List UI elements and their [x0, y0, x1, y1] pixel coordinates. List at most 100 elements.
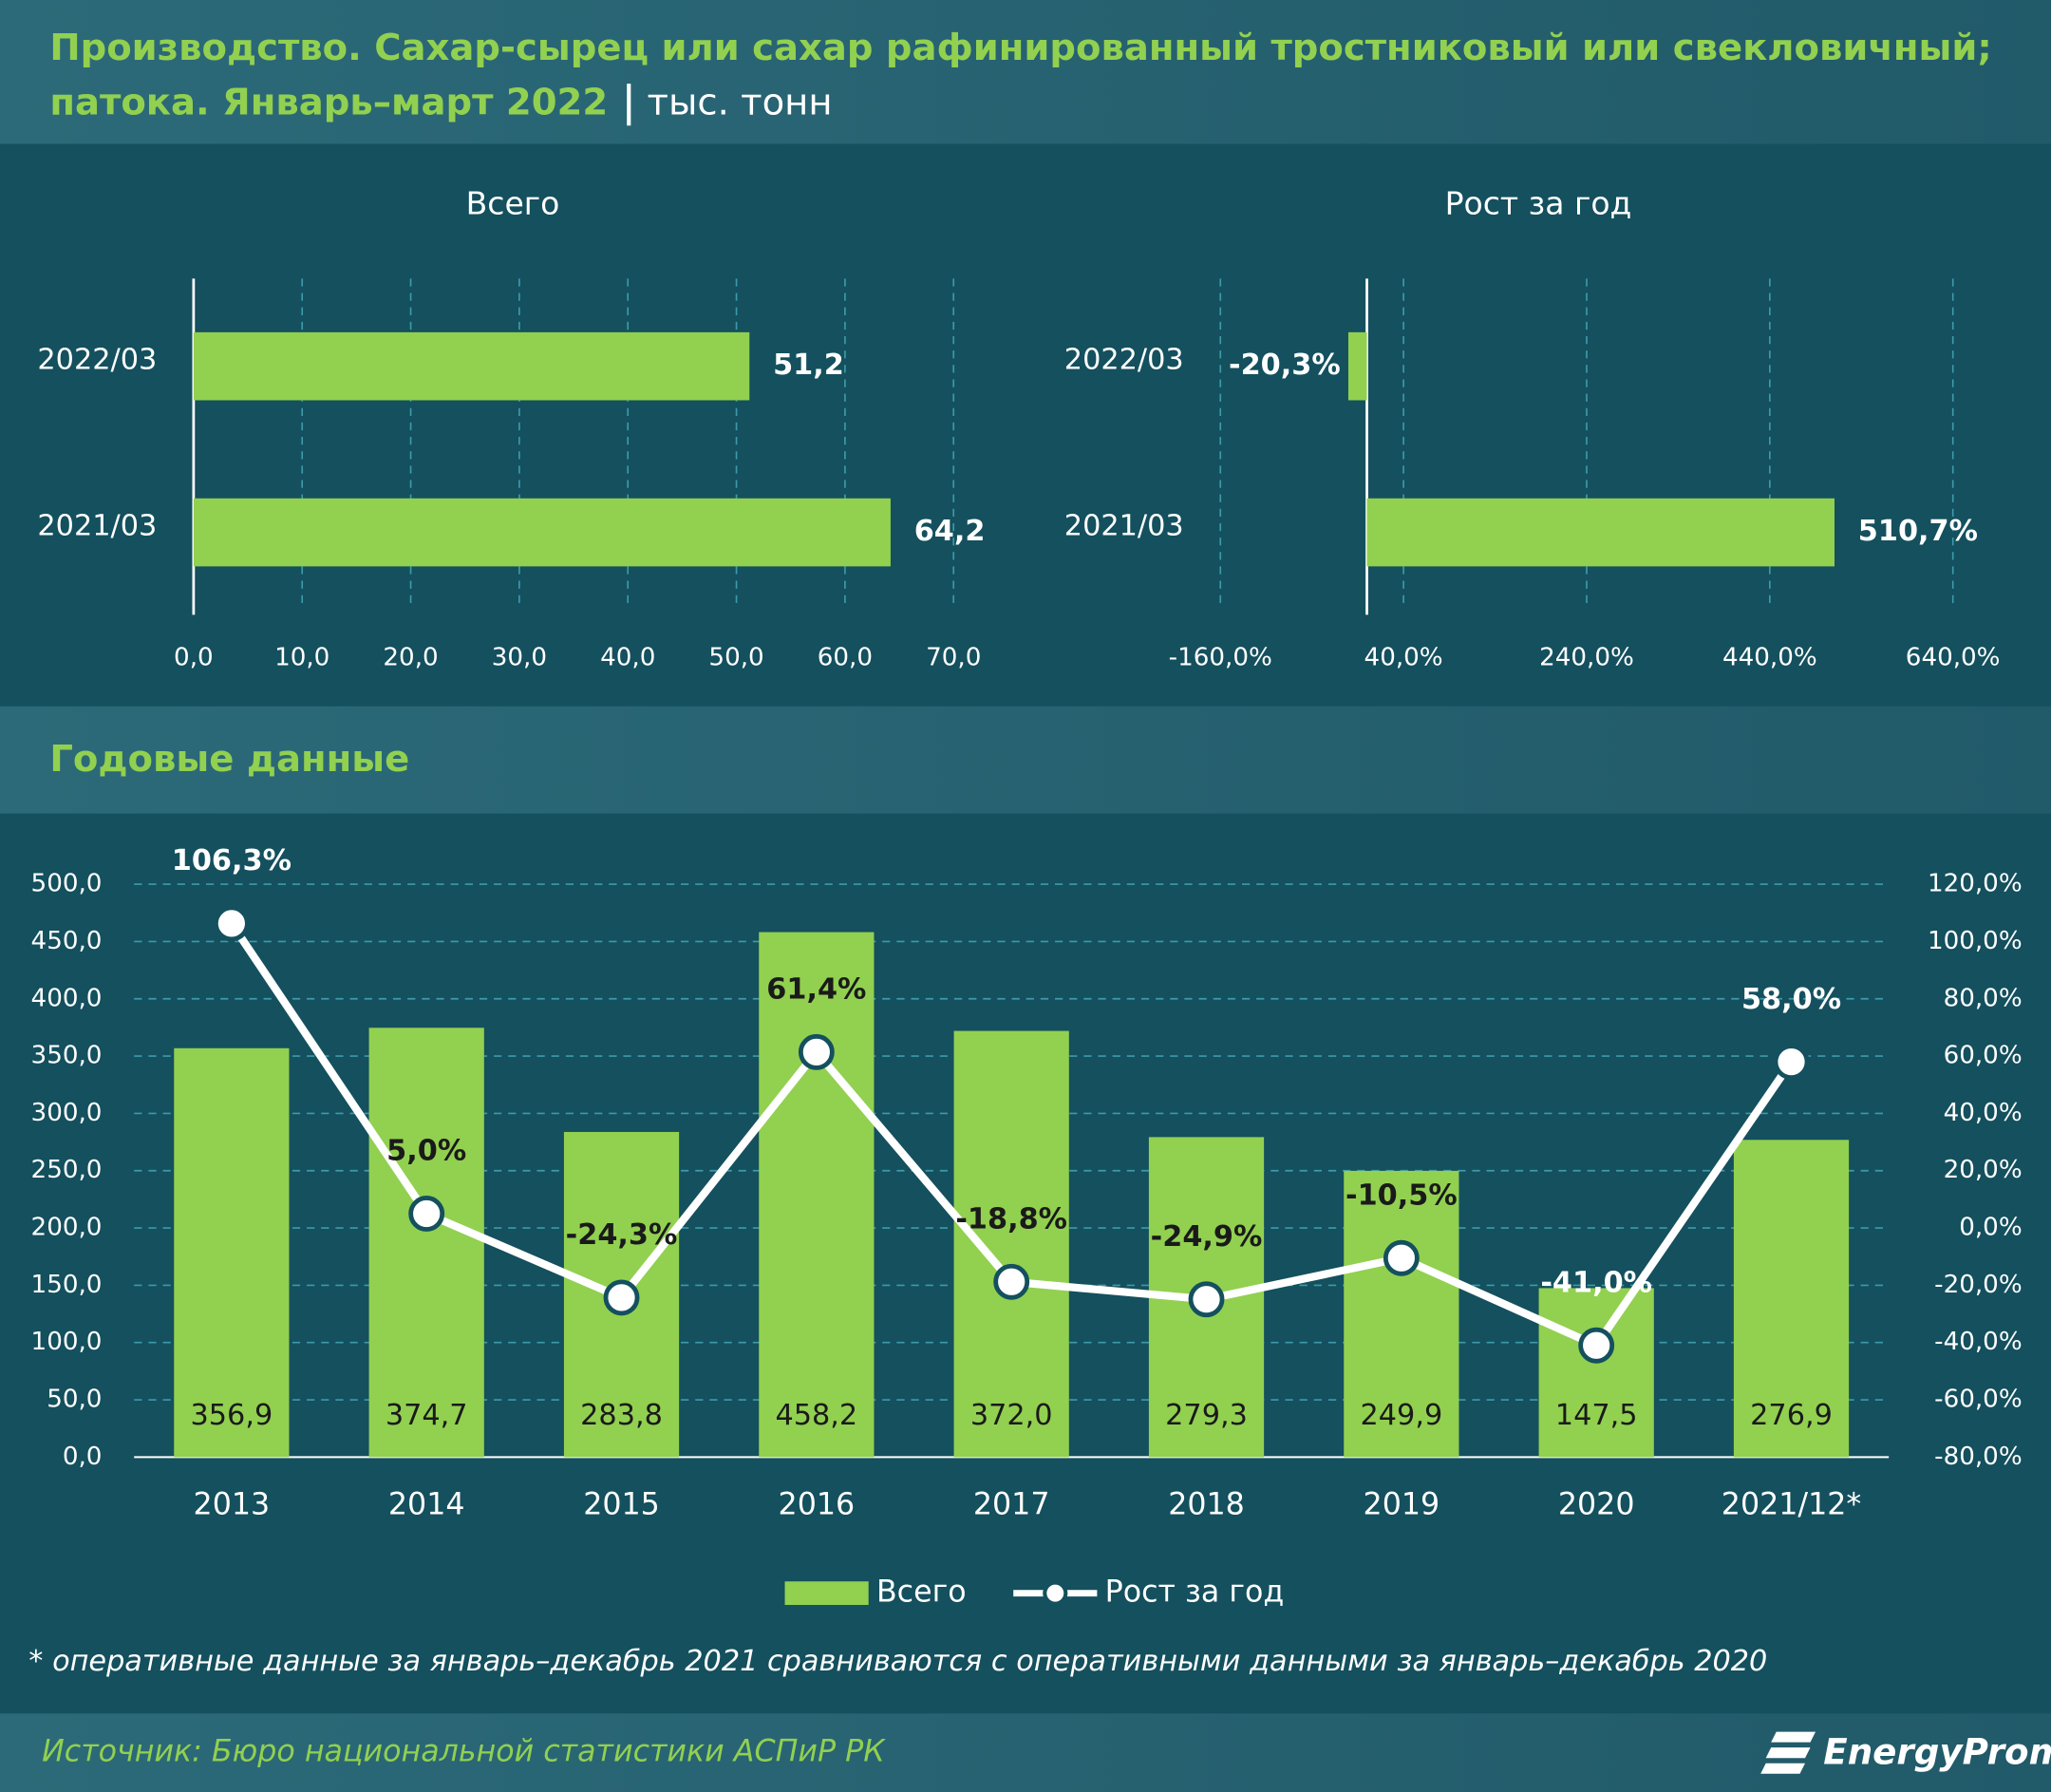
bar-value-label: 147,5 [1555, 1399, 1638, 1432]
logo: EnergyProm [1823, 1731, 2051, 1773]
bar-value-label: 372,0 [970, 1399, 1053, 1432]
bar-value-label: 279,3 [1165, 1399, 1248, 1432]
x-tick-label: 40,0% [1364, 643, 1443, 671]
y-tick-label: 2022/03 [37, 344, 157, 377]
source-band [0, 1713, 2051, 1792]
line-point [1188, 1281, 1225, 1318]
line-value-label: -24,3% [566, 1218, 678, 1252]
line-value-label: -41,0% [1540, 1267, 1652, 1300]
y-tick-label: 0,0 [63, 1443, 103, 1471]
line-point [1578, 1327, 1615, 1364]
x-tick-label: 20,0 [383, 643, 438, 671]
top-panel [0, 143, 2051, 707]
bar-value-label: 249,9 [1360, 1399, 1442, 1432]
x-tick-label: 0,0 [174, 643, 214, 671]
line-point [408, 1196, 445, 1232]
section-band [0, 706, 2051, 814]
bar [759, 932, 875, 1458]
y-tick-label: 150,0 [31, 1271, 103, 1299]
legend-swatch [1043, 1580, 1068, 1606]
value-label: 51,2 [773, 349, 844, 382]
y-tick-label: 500,0 [31, 870, 103, 898]
value-label: 64,2 [914, 515, 986, 548]
line-value-label: -24,9% [1151, 1220, 1263, 1254]
y-tick-label: 2021/03 [37, 510, 157, 543]
y-tick-label: 2022/03 [1064, 344, 1184, 377]
x-tick-label: 2017 [973, 1487, 1050, 1521]
line-value-label: -18,8% [955, 1203, 1067, 1236]
line-point [1773, 1044, 1810, 1081]
unit: тыс. тонн [648, 82, 833, 124]
y2-tick-label: -20,0% [1934, 1271, 2023, 1299]
source: Источник: Бюро национальной статистики А… [42, 1735, 886, 1769]
value-label: 510,7% [1858, 515, 1978, 548]
y2-tick-label: 0,0% [1959, 1214, 2022, 1242]
value-label: -20,3% [1229, 349, 1341, 382]
title-line: Производство. Сахар-сырец или сахар рафи… [49, 27, 1991, 69]
y-tick-label: 2021/03 [1064, 510, 1184, 543]
y-tick-label: 200,0 [31, 1214, 103, 1242]
bar [193, 331, 750, 401]
x-tick-label: 10,0 [274, 643, 329, 671]
title-line: патока. Январь–март 2022 [49, 82, 608, 124]
x-tick-label: 2014 [388, 1487, 465, 1521]
chart-title: Всего [466, 185, 560, 222]
x-tick-label: 240,0% [1539, 643, 1634, 671]
y2-tick-label: -40,0% [1934, 1328, 2023, 1356]
line-point [798, 1033, 835, 1070]
bar [1347, 331, 1367, 401]
x-tick-label: 40,0 [600, 643, 655, 671]
y2-tick-label: 60,0% [1944, 1042, 2023, 1070]
line-point [213, 905, 250, 942]
x-tick-label: 2021/12* [1722, 1487, 1861, 1521]
logo-icon [1760, 1731, 1816, 1774]
line-value-label: 61,4% [766, 973, 866, 1007]
x-tick-label: 2013 [194, 1487, 271, 1521]
bar [368, 1028, 484, 1458]
y-tick-label: 450,0 [31, 927, 103, 955]
x-tick-label: 70,0 [926, 643, 981, 671]
x-tick-label: 2016 [779, 1487, 856, 1521]
line-value-label: -10,5% [1345, 1179, 1458, 1213]
x-tick-label: 60,0 [818, 643, 873, 671]
section-title: Годовые данные [49, 738, 409, 781]
chart-title: Рост за год [1445, 185, 1632, 222]
bar-value-label: 276,9 [1750, 1399, 1833, 1432]
header-band [0, 0, 2051, 144]
line-point [1383, 1239, 1420, 1276]
y2-tick-label: 40,0% [1944, 1099, 2023, 1127]
footnote: * оперативные данные за январь–декабрь 2… [28, 1645, 1767, 1678]
x-tick-label: -160,0% [1169, 643, 1272, 671]
line-value-label: 106,3% [172, 844, 292, 877]
y2-tick-label: -80,0% [1934, 1443, 2023, 1471]
x-tick-label: 640,0% [1906, 643, 2001, 671]
y2-tick-label: 80,0% [1944, 984, 2023, 1012]
bar [1538, 1288, 1654, 1458]
y-tick-label: 50,0 [47, 1386, 102, 1414]
legend-label: Рост за год [1105, 1575, 1285, 1610]
bar-value-label: 356,9 [190, 1399, 273, 1432]
logo-mark [1760, 1731, 1816, 1774]
y2-tick-label: 100,0% [1928, 927, 2023, 955]
x-tick-label: 2015 [583, 1487, 660, 1521]
line-value-label: 58,0% [1741, 983, 1841, 1016]
bar-value-label: 283,8 [580, 1399, 663, 1432]
y-tick-label: 300,0 [31, 1099, 103, 1127]
bar [1733, 1140, 1850, 1458]
bar-value-label: 458,2 [775, 1399, 857, 1432]
line-point [993, 1263, 1030, 1300]
y-tick-label: 250,0 [31, 1156, 103, 1184]
y-tick-label: 100,0 [31, 1328, 103, 1356]
x-tick-label: 30,0 [492, 643, 547, 671]
y2-tick-label: -60,0% [1934, 1386, 2023, 1414]
legend-swatch [784, 1581, 869, 1606]
x-tick-label: 2018 [1168, 1487, 1245, 1521]
bar-value-label: 374,7 [386, 1399, 468, 1432]
legend-label: Всего [876, 1575, 967, 1610]
line-point [603, 1279, 640, 1316]
y2-tick-label: 20,0% [1944, 1156, 2023, 1184]
bar [1344, 1170, 1459, 1458]
